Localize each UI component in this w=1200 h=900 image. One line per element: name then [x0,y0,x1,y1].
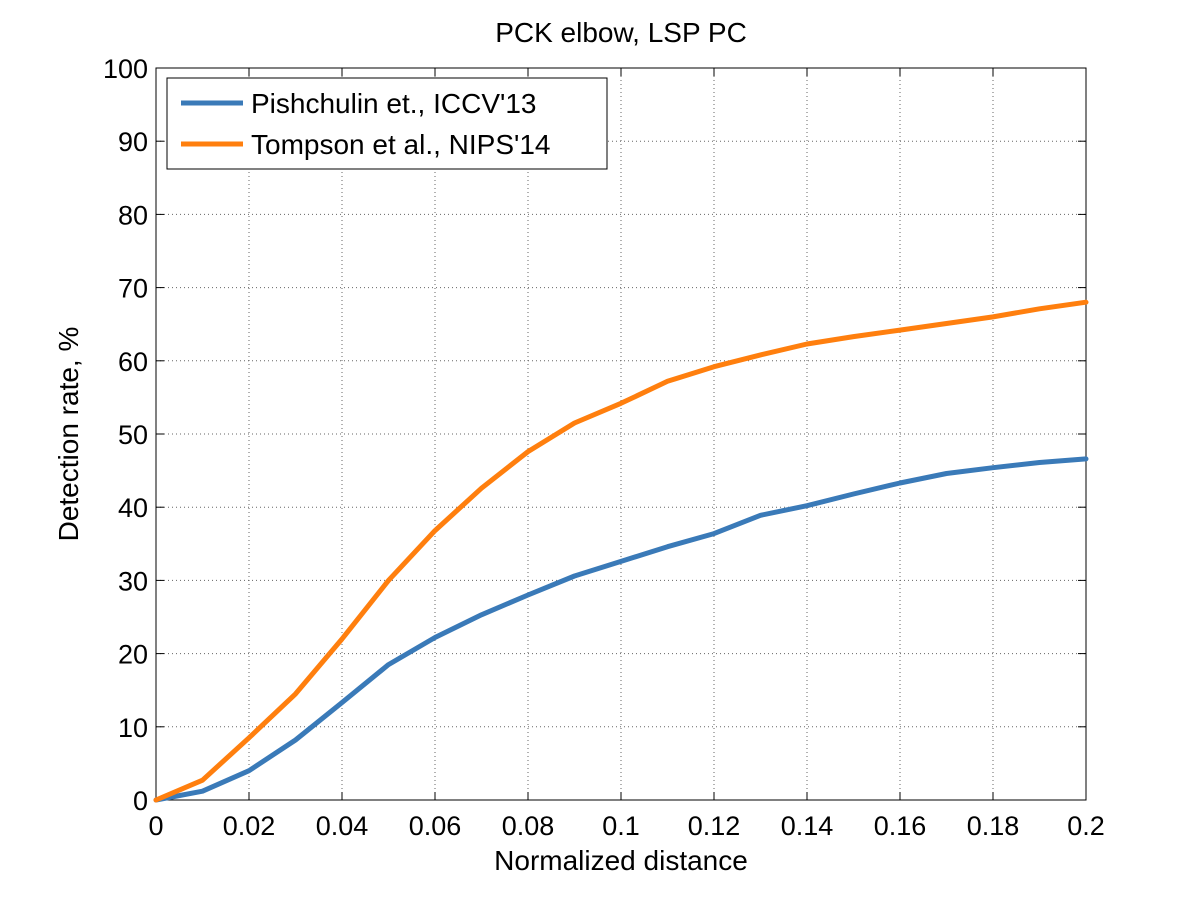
y-tick-label: 0 [133,786,148,816]
x-tick-label: 0.16 [874,811,927,841]
x-tick-label: 0.02 [223,811,276,841]
x-tick-label: 0.2 [1067,811,1105,841]
y-tick-label: 20 [118,640,148,670]
y-tick-label: 40 [118,493,148,523]
x-tick-label: 0.14 [781,811,834,841]
y-axis-title: Detection rate, % [53,327,84,542]
legend-box [166,77,608,170]
grid [156,68,1086,800]
series-line-1 [153,456,1089,803]
legend-label-2: Tompson et al., NIPS'14 [251,129,551,160]
y-tick-label: 80 [118,200,148,230]
series-line-2 [153,299,1089,803]
x-tick-label: 0.06 [409,811,462,841]
x-tick-label: 0.04 [316,811,369,841]
y-tick-label: 10 [118,713,148,743]
y-tick-label: 90 [118,127,148,157]
y-tick-label: 50 [118,420,148,450]
legend: Pishchulin et., ICCV'13 Tompson et al., N… [166,77,608,170]
y-tick-label: 100 [103,54,148,84]
x-tick-label: 0.18 [967,811,1020,841]
x-tick-label: 0.08 [502,811,555,841]
legend-label-1: Pishchulin et., ICCV'13 [251,88,536,119]
x-tick-label: 0 [148,811,163,841]
axis-ticks: 0 0.02 0.04 0.06 0.08 0.1 0.12 0.14 0.16 0.18 0.2 0… [103,54,1105,841]
y-tick-label: 60 [118,347,148,377]
x-tick-label: 0.12 [688,811,741,841]
series-lines [153,299,1089,803]
x-axis-title: Normalized distance [494,845,748,876]
y-tick-label: 70 [118,274,148,304]
chart-title: PCK elbow, LSP PC [495,17,747,48]
y-tick-label: 30 [118,566,148,596]
x-tick-label: 0.1 [602,811,640,841]
